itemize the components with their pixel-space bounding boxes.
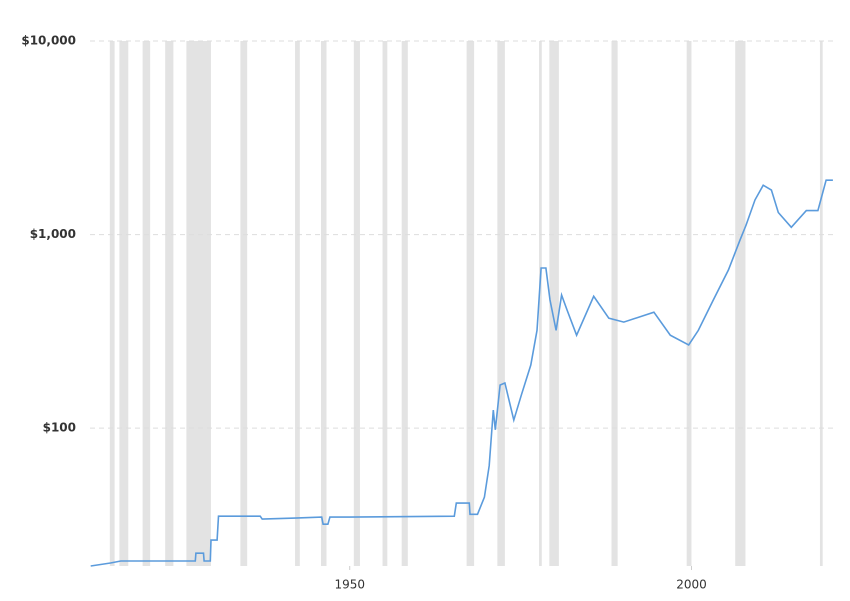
shaded-period <box>735 41 746 566</box>
shaded-period <box>686 41 692 566</box>
x-tick-label: 1950 <box>334 578 365 592</box>
price-line <box>90 179 833 567</box>
shaded-period <box>142 41 151 566</box>
shaded-period <box>321 41 327 566</box>
shaded-period <box>109 41 115 566</box>
shaded-period <box>186 41 211 566</box>
shaded-period <box>539 41 542 566</box>
shaded-period <box>382 41 388 566</box>
shaded-period <box>401 41 408 566</box>
shaded-period <box>240 41 248 566</box>
shaded-period <box>549 41 559 566</box>
shaded-period <box>353 41 360 566</box>
y-tick-label: $10,000 <box>21 34 76 48</box>
x-tick-label: 2000 <box>676 578 707 592</box>
y-tick-label: $1,000 <box>30 227 76 241</box>
shaded-period <box>165 41 174 566</box>
y-tick-label: $100 <box>43 421 76 435</box>
shaded-period <box>611 41 618 566</box>
shaded-period <box>466 41 475 566</box>
shaded-period <box>119 41 129 566</box>
shaded-period <box>497 41 505 566</box>
shaded-period <box>819 41 823 566</box>
shaded-period <box>295 41 300 566</box>
